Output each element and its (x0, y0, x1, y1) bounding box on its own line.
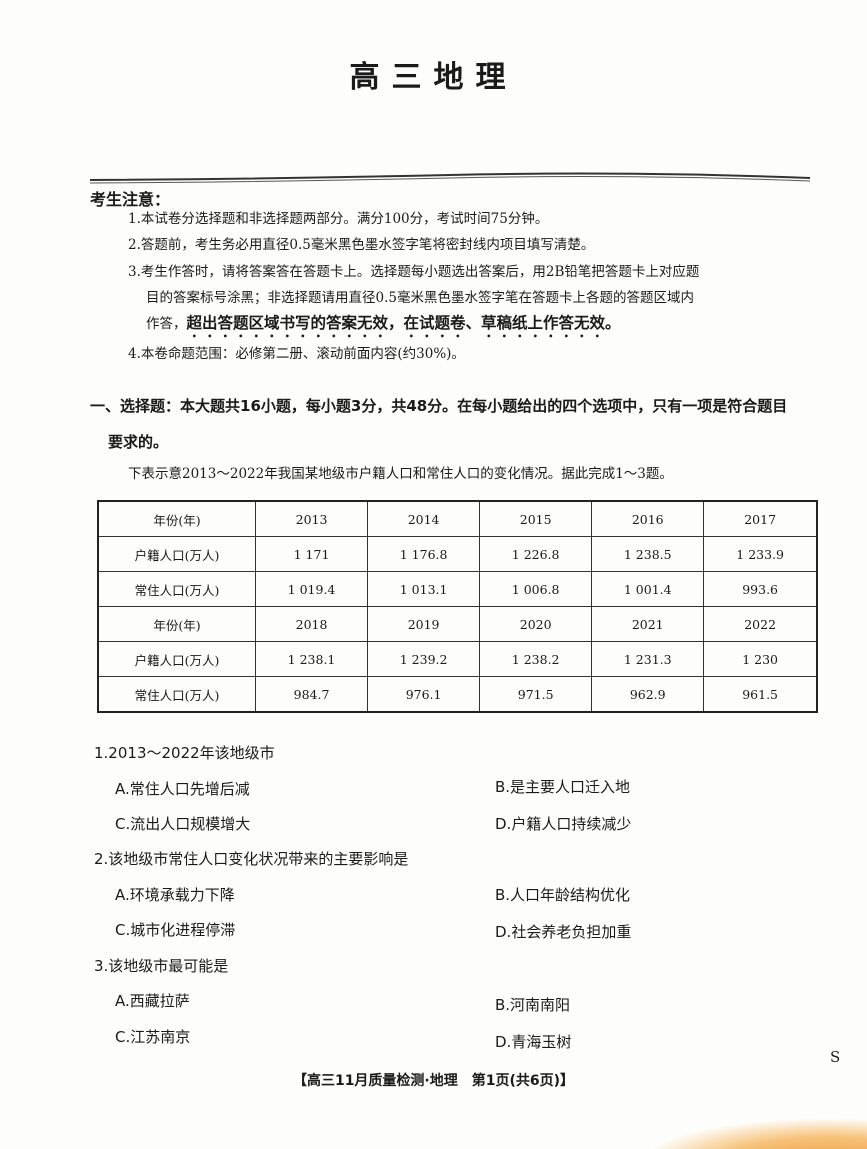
table-cell: 1 233.9 (703, 536, 818, 572)
table-cell: 1 239.2 (367, 641, 481, 677)
population-table: 年份(年) 2013 2014 2015 2016 2017 户籍人口(万人) 1 171 1 … (97, 500, 818, 713)
notice-emphasis: 超出答题区域书写的答案无效，在试题卷、草稿纸上作答无效。 (186, 314, 621, 332)
option-d[interactable]: D.青海玉树 (495, 1033, 572, 1051)
table-cell: 976.1 (367, 676, 481, 713)
notice-item: 4.本卷命题范围：必修第二册、滚动前面内容(约30%)。 (128, 346, 465, 362)
section-heading: 一、选择题：本大题共16小题，每小题3分，共48分。在每小题给出的四个选项中，只… (90, 395, 787, 416)
table-cell: 2019 (367, 606, 481, 642)
notice-item: 作答，超出答题区域书写的答案无效，在试题卷、草稿纸上作答无效。 (146, 311, 621, 341)
table-row: 户籍人口(万人) 1 171 1 176.8 1 226.8 1 238.5 1 233.… (97, 536, 818, 572)
question-stem: 3.该地级市最可能是 (94, 957, 229, 975)
section-heading-text: 一、选择题：本大题共16小题，每小题3分，共48分。在每小题给出的四个选项中，只… (90, 397, 788, 415)
table-row: 年份(年) 2018 2019 2020 2021 2022 (97, 606, 818, 642)
section-heading-cont: 要求的。 (108, 431, 168, 452)
table-cell: 962.9 (591, 676, 705, 713)
table-cell: 2021 (591, 606, 705, 642)
option-c[interactable]: C.流出人口规模增大 (115, 815, 251, 833)
row-header-cell: 常住人口(万人) (97, 571, 256, 607)
notice-item: 2.答题前，考生务必用直径0.5毫米黑色墨水签字笔将密封线内项目填写清楚。 (128, 237, 595, 253)
table-cell: 1 171 (254, 536, 369, 572)
table-cell: 984.7 (254, 676, 369, 713)
table-row: 常住人口(万人) 984.7 976.1 971.5 962.9 961.5 (97, 676, 818, 713)
table-cell: 1 001.4 (591, 571, 705, 607)
option-c[interactable]: C.江苏南京 (115, 1028, 191, 1046)
section-heading-text: 要求的。 (108, 433, 169, 451)
table-cell: 2016 (591, 500, 705, 537)
row-header-cell: 年份(年) (97, 500, 256, 537)
page-title: 高三地理 (349, 60, 518, 95)
option-a[interactable]: A.常住人口先增后减 (115, 780, 250, 798)
row-header-cell: 户籍人口(万人) (97, 536, 256, 572)
table-cell: 971.5 (479, 676, 593, 713)
question-stem: 1.2013～2022年该地级市 (94, 744, 275, 762)
table-cell: 1 006.8 (479, 571, 593, 607)
table-cell: 2018 (254, 606, 369, 642)
table-cell: 2022 (703, 606, 818, 642)
side-mark: S (830, 1048, 841, 1066)
table-row: 年份(年) 2013 2014 2015 2016 2017 (97, 500, 818, 537)
notice-heading: 考生注意： (90, 190, 171, 209)
notice-item: 目的答案标号涂黑；非选择题请用直径0.5毫米黑色墨水签字笔在答题卡上各题的答题区… (146, 290, 694, 306)
table-cell: 2017 (703, 500, 818, 537)
table-cell: 2014 (367, 500, 481, 537)
table-cell: 2013 (254, 500, 369, 537)
notice-text: 作答， (146, 316, 187, 332)
table-cell: 1 013.1 (367, 571, 481, 607)
table-cell: 1 231.3 (591, 641, 705, 677)
notice-item: 1.本试卷分选择题和非选择题两部分。满分100分，考试时间75分钟。 (128, 211, 549, 227)
row-header-cell: 户籍人口(万人) (97, 641, 256, 677)
table-cell: 1 226.8 (479, 536, 593, 572)
table-row: 户籍人口(万人) 1 238.1 1 239.2 1 238.2 1 231.3 1 23… (97, 641, 818, 677)
option-b[interactable]: B.河南南阳 (495, 996, 571, 1014)
option-d[interactable]: D.户籍人口持续减少 (495, 815, 632, 833)
page-footer: 【高三11月质量检测·地理 第1页(共6页)】 (292, 1073, 575, 1089)
table-cell: 1 176.8 (367, 536, 481, 572)
option-d[interactable]: D.社会养老负担加重 (495, 923, 632, 941)
option-b[interactable]: B.是主要人口迁入地 (495, 778, 631, 796)
question-stem: 2.该地级市常住人口变化状况带来的主要影响是 (94, 850, 409, 868)
table-cell: 1 230 (703, 641, 818, 677)
table-cell: 1 019.4 (254, 571, 369, 607)
row-header-cell: 常住人口(万人) (97, 676, 256, 713)
table-cell: 1 238.1 (254, 641, 369, 677)
table-cell: 993.6 (703, 571, 818, 607)
option-b[interactable]: B.人口年龄结构优化 (495, 886, 631, 904)
table-row: 常住人口(万人) 1 019.4 1 013.1 1 006.8 1 001.4 993.… (97, 571, 818, 607)
table-cell: 1 238.2 (479, 641, 593, 677)
table-cell: 1 238.5 (591, 536, 705, 572)
notice-item: 3.考生作答时，请将答案答在答题卡上。选择题每小题选出答案后，用2B铅笔把答题卡… (128, 264, 700, 280)
table-cell: 2015 (479, 500, 593, 537)
option-a[interactable]: A.环境承载力下降 (115, 886, 235, 904)
table-cell: 2020 (479, 606, 593, 642)
wavy-divider (90, 172, 810, 184)
option-a[interactable]: A.西藏拉萨 (115, 992, 190, 1010)
paper-stain (647, 1119, 867, 1149)
row-header-cell: 年份(年) (97, 606, 256, 642)
option-c[interactable]: C.城市化进程停滞 (115, 921, 236, 939)
table-intro: 下表示意2013～2022年我国某地级市户籍人口和常住人口的变化情况。据此完成1… (128, 466, 673, 482)
table-cell: 961.5 (703, 676, 818, 713)
